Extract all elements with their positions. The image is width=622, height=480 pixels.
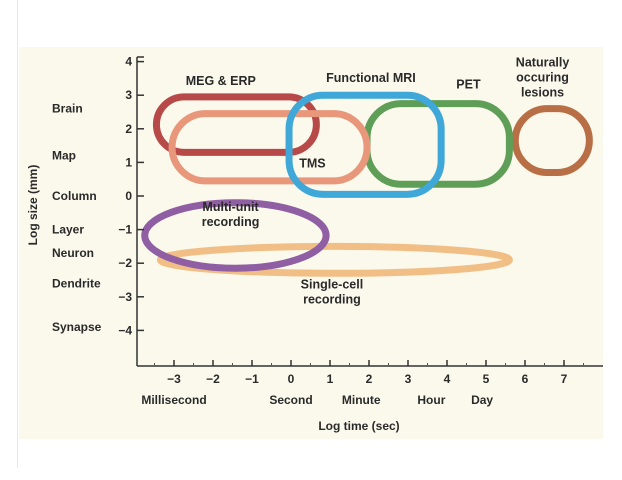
region-label-line: occuring xyxy=(516,71,569,85)
y-tick-label: 1 xyxy=(125,155,132,169)
y-tick-label: 0 xyxy=(125,189,132,203)
x-tick-label: 7 xyxy=(561,372,568,386)
region-label-line: recording xyxy=(303,292,361,306)
labels-layer: Millisecond Second Minute Hour Day Brain Map Co… xyxy=(52,56,569,407)
ticks-layer: 4 3 2 1 0 −1 −2 −3 −4 −3 −2 −1 0 1 2 3 4 5 6 7 xyxy=(118,55,584,386)
region-label-line: Single-cell xyxy=(301,277,364,291)
region-meg-erp xyxy=(152,93,320,156)
region-label-line: Functional MRI xyxy=(326,71,416,85)
x-tick-label: 4 xyxy=(444,372,451,386)
region-multi-unit-recording xyxy=(141,199,330,272)
y-category-label: Brain xyxy=(52,102,83,116)
region-label-tms: TMS xyxy=(299,156,325,170)
y-category-label: Synapse xyxy=(52,320,102,334)
x-tick-label: 2 xyxy=(366,372,373,386)
region-label-line: PET xyxy=(456,77,481,91)
region-label-functional-mri: Functional MRI xyxy=(326,71,416,85)
y-category-label: Column xyxy=(52,189,97,203)
y-tick-label: −3 xyxy=(118,290,132,304)
x-tick-label: 6 xyxy=(522,372,529,386)
region-label-meg-erp: MEG & ERP xyxy=(186,74,256,88)
x-tick-label: 5 xyxy=(483,372,490,386)
y-tick-label: −2 xyxy=(118,256,132,270)
x-category-label: Day xyxy=(471,393,493,407)
y-tick-label: 3 xyxy=(125,88,132,102)
x-tick-label: −3 xyxy=(167,372,181,386)
region-label-pet: PET xyxy=(456,77,481,91)
region-label-single-cell-recording: Single-cell recording xyxy=(301,277,364,306)
y-tick-label: −4 xyxy=(118,323,132,337)
region-label-line: recording xyxy=(202,215,260,229)
regions-layer xyxy=(141,91,593,277)
region-label-multi-unit-recording: Multi-unit recording xyxy=(202,200,260,229)
region-label-line: lesions xyxy=(521,86,564,100)
x-tick-label: −1 xyxy=(245,372,259,386)
region-label-line: Multi-unit xyxy=(202,200,259,214)
region-label-naturally-occuring-lesions: Naturally occuring lesions xyxy=(516,56,570,100)
x-category-label: Millisecond xyxy=(141,393,206,407)
region-label-line: Naturally xyxy=(516,56,570,70)
y-category-label: Neuron xyxy=(52,246,94,260)
x-category-label: Minute xyxy=(342,393,381,407)
x-axis-title: Log time (sec) xyxy=(318,419,399,433)
region-single-cell-recording xyxy=(156,242,513,277)
y-category-label: Map xyxy=(52,149,76,163)
y-category-label: Layer xyxy=(52,223,84,237)
region-tms xyxy=(168,110,371,185)
region-naturally-occuring-lesions xyxy=(511,105,593,176)
y-tick-label: 4 xyxy=(125,55,132,69)
x-category-label: Hour xyxy=(417,393,445,407)
y-axis-title: Log size (mm) xyxy=(26,165,40,246)
page-left-rule xyxy=(17,0,18,468)
x-tick-label: −2 xyxy=(206,372,220,386)
y-tick-label: 2 xyxy=(125,122,132,136)
x-category-label: Second xyxy=(269,393,312,407)
y-category-label: Dendrite xyxy=(52,276,101,290)
region-functional-mri xyxy=(285,91,445,198)
region-label-line: TMS xyxy=(299,156,325,170)
region-label-line: MEG & ERP xyxy=(186,74,256,88)
y-tick-label: −1 xyxy=(118,223,132,237)
x-tick-label: 3 xyxy=(405,372,412,386)
x-tick-label: 0 xyxy=(288,372,295,386)
x-tick-label: 1 xyxy=(327,372,334,386)
